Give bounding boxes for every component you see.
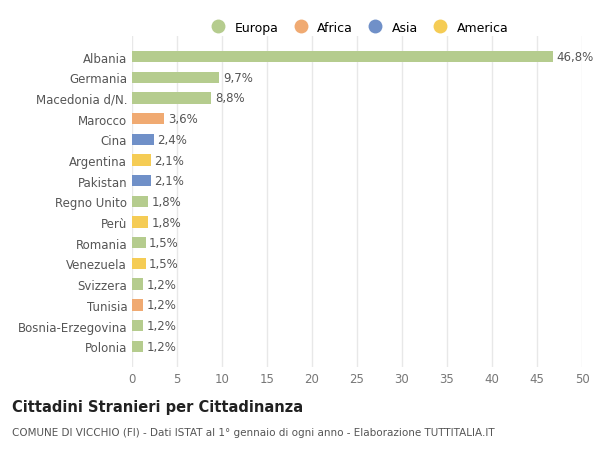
Text: 1,5%: 1,5% — [149, 237, 179, 250]
Bar — [132, 155, 151, 166]
Bar — [132, 238, 146, 249]
Bar — [132, 279, 143, 290]
Text: 8,8%: 8,8% — [215, 92, 244, 105]
Text: 1,5%: 1,5% — [149, 257, 179, 270]
Text: 1,8%: 1,8% — [152, 196, 182, 208]
Bar — [132, 52, 553, 63]
Bar — [132, 93, 211, 104]
Text: 1,2%: 1,2% — [146, 340, 176, 353]
Text: 9,7%: 9,7% — [223, 72, 253, 84]
Bar — [132, 258, 146, 269]
Text: 2,1%: 2,1% — [155, 154, 184, 167]
Bar — [132, 134, 154, 146]
Bar — [132, 300, 143, 311]
Text: 2,4%: 2,4% — [157, 134, 187, 146]
Text: 1,2%: 1,2% — [146, 278, 176, 291]
Bar — [132, 114, 164, 125]
Text: Cittadini Stranieri per Cittadinanza: Cittadini Stranieri per Cittadinanza — [12, 399, 303, 414]
Bar — [132, 217, 148, 228]
Text: COMUNE DI VICCHIO (FI) - Dati ISTAT al 1° gennaio di ogni anno - Elaborazione TU: COMUNE DI VICCHIO (FI) - Dati ISTAT al 1… — [12, 427, 494, 437]
Text: 3,6%: 3,6% — [168, 113, 198, 126]
Text: 1,2%: 1,2% — [146, 319, 176, 332]
Text: 46,8%: 46,8% — [557, 51, 594, 64]
Bar — [132, 176, 151, 187]
Bar — [132, 73, 220, 84]
Bar — [132, 320, 143, 331]
Text: 1,2%: 1,2% — [146, 299, 176, 312]
Text: 2,1%: 2,1% — [155, 175, 184, 188]
Bar — [132, 341, 143, 352]
Bar — [132, 196, 148, 207]
Text: 1,8%: 1,8% — [152, 216, 182, 229]
Legend: Europa, Africa, Asia, America: Europa, Africa, Asia, America — [200, 17, 514, 39]
